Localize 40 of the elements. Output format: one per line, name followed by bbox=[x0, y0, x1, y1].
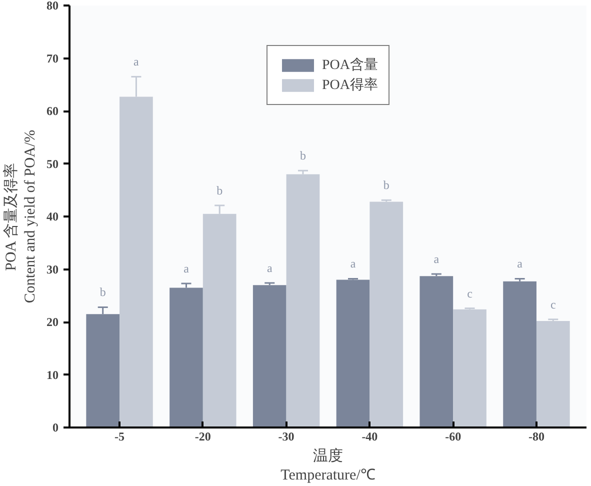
bar bbox=[370, 202, 404, 428]
y-tick-label: 30 bbox=[46, 262, 58, 276]
bar bbox=[503, 281, 536, 428]
y-tick-label: 80 bbox=[46, 0, 58, 12]
x-tick-label: -60 bbox=[445, 430, 462, 444]
y-tick-label: 50 bbox=[46, 156, 58, 171]
bar bbox=[286, 174, 320, 428]
legend-label: POA含量 bbox=[322, 56, 378, 74]
bar bbox=[453, 309, 486, 428]
bar bbox=[336, 280, 370, 428]
y-tick-label: 0 bbox=[52, 420, 58, 434]
bar bbox=[170, 288, 203, 428]
x-tick-label: -20 bbox=[194, 430, 211, 444]
y-tick-label: 20 bbox=[46, 315, 58, 329]
annotation: a bbox=[434, 252, 440, 266]
annotation: a bbox=[350, 256, 356, 271]
bar bbox=[252, 285, 286, 428]
y-axis-title: POA 含量及得率 Content and yield of POA/% bbox=[2, 130, 38, 304]
y-tick-label: 10 bbox=[46, 368, 58, 382]
y-tick-label: 60 bbox=[46, 104, 58, 118]
annotation: b bbox=[383, 178, 390, 192]
legend-label: POA得率 bbox=[322, 76, 378, 94]
bar bbox=[420, 276, 454, 428]
annotation: b bbox=[100, 285, 106, 300]
annotation: b bbox=[216, 183, 223, 198]
annotation: a bbox=[134, 54, 140, 69]
x-axis-title: 温度 Temperature/℃ bbox=[280, 448, 376, 484]
x-tick-label: -5 bbox=[114, 430, 125, 444]
annotation: a bbox=[517, 256, 524, 271]
annotation: c bbox=[467, 286, 472, 300]
y-tick-label: 70 bbox=[46, 51, 58, 66]
annotation: a bbox=[266, 260, 273, 275]
bar bbox=[536, 320, 570, 428]
annotation: b bbox=[300, 148, 306, 163]
annotation: a bbox=[184, 261, 190, 276]
x-tick-label: -40 bbox=[362, 430, 378, 444]
x-tick-label: -30 bbox=[278, 430, 294, 444]
x-tick-label: -80 bbox=[528, 430, 544, 444]
y-tick-label: 40 bbox=[46, 210, 58, 224]
annotation: c bbox=[550, 297, 556, 312]
